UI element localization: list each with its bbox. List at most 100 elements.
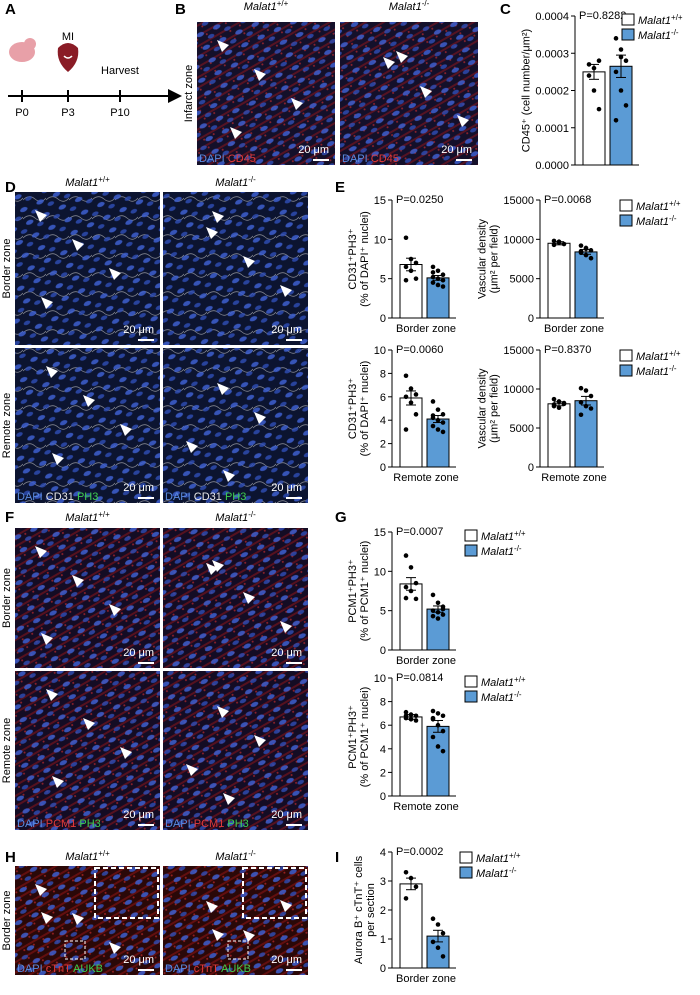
y-tick-label: 5 bbox=[380, 274, 386, 286]
stain: CD45 bbox=[371, 153, 399, 165]
arrowhead bbox=[41, 297, 53, 309]
arrowhead bbox=[83, 718, 95, 730]
bar bbox=[426, 725, 450, 797]
data-point bbox=[413, 580, 419, 586]
y-tick-label: 0.0002 bbox=[535, 86, 569, 98]
stain: PH3 bbox=[225, 491, 246, 503]
y-tick-label: 5000 bbox=[510, 274, 534, 286]
data-point bbox=[440, 272, 446, 278]
image-nuclei bbox=[15, 192, 160, 345]
image-nuclei bbox=[163, 866, 308, 975]
roi bbox=[64, 940, 86, 960]
data-point bbox=[413, 884, 419, 890]
data-point bbox=[430, 274, 436, 280]
panel-letter: I bbox=[335, 849, 339, 866]
micrograph: 20 μm DAPI PCM1 PH3 bbox=[15, 671, 160, 830]
arrowhead bbox=[254, 412, 266, 424]
y-axis-label: Vascular density bbox=[476, 368, 488, 448]
x-axis-label: Remote zone bbox=[393, 472, 458, 484]
annotation: P=0.0060 bbox=[396, 344, 443, 356]
arrowhead bbox=[254, 69, 266, 81]
arrowhead bbox=[120, 424, 132, 436]
data-point bbox=[430, 939, 436, 945]
data-point bbox=[430, 264, 436, 270]
legend-label: Malat1+/+ bbox=[638, 13, 683, 27]
y-axis-label: (% of PCM1⁺ nuclei) bbox=[359, 541, 371, 642]
arrowhead bbox=[41, 633, 53, 645]
y-axis-label: Aurora B⁺ cTnT⁺ cells bbox=[353, 855, 365, 964]
stain: CD45 bbox=[228, 153, 256, 165]
arrowhead bbox=[243, 592, 255, 604]
stain: PCM1 bbox=[46, 818, 77, 830]
y-tick-label: 10 bbox=[374, 234, 386, 246]
arrowhead bbox=[206, 563, 218, 575]
y-tick-label: 8 bbox=[380, 697, 386, 709]
data-point bbox=[413, 276, 419, 281]
stain: cTnT bbox=[194, 963, 219, 975]
data-point bbox=[556, 399, 562, 404]
stain: DAPI bbox=[199, 153, 225, 165]
data-point bbox=[435, 711, 441, 716]
y-axis-label: (μm² per field) bbox=[488, 225, 500, 294]
panel-letter: F bbox=[5, 509, 14, 526]
panel-letter: E bbox=[335, 179, 345, 196]
bar bbox=[399, 883, 423, 969]
image-nuclei bbox=[15, 671, 160, 830]
row-label: Border zone bbox=[1, 568, 13, 628]
arrowhead bbox=[52, 776, 64, 788]
data-point bbox=[403, 713, 409, 719]
y-axis-label: (μm² per field) bbox=[488, 374, 500, 443]
stain-label: DAPI PCM1 PH3 bbox=[165, 818, 249, 830]
stain: PH3 bbox=[227, 818, 248, 830]
data-point bbox=[403, 709, 409, 715]
y-tick-label: 0.0000 bbox=[535, 160, 569, 172]
bar bbox=[547, 403, 571, 468]
arrowhead bbox=[254, 735, 266, 747]
data-point bbox=[413, 596, 419, 602]
data-point bbox=[578, 385, 584, 391]
stain: CD31 bbox=[46, 491, 74, 503]
data-point bbox=[408, 565, 414, 570]
bar bbox=[399, 583, 423, 651]
column-header: Malat1-/- bbox=[215, 849, 256, 863]
y-tick-label: 15 bbox=[374, 527, 386, 539]
data-point bbox=[591, 65, 597, 71]
data-point bbox=[403, 896, 409, 901]
timeline bbox=[8, 38, 182, 103]
data-point bbox=[403, 277, 409, 283]
data-point bbox=[440, 612, 446, 617]
stain: AUKB bbox=[221, 963, 251, 975]
data-point bbox=[403, 595, 409, 601]
data-point bbox=[413, 260, 419, 266]
data-point bbox=[403, 235, 409, 241]
y-axis-label: PCM1⁺PH3⁺ bbox=[347, 705, 359, 769]
legend-label: Malat1-/- bbox=[481, 690, 522, 704]
data-point bbox=[613, 36, 619, 41]
y-tick-label: 10 bbox=[374, 566, 386, 578]
arrowhead bbox=[243, 930, 255, 942]
data-point bbox=[430, 916, 436, 921]
inset bbox=[94, 867, 159, 919]
stain: DAPI bbox=[165, 963, 191, 975]
data-point bbox=[435, 282, 441, 288]
y-tick-label: 6 bbox=[380, 720, 386, 732]
image-nuclei bbox=[15, 348, 160, 503]
x-axis-label: Remote zone bbox=[541, 472, 606, 484]
legend-swatch bbox=[459, 866, 473, 879]
data-point bbox=[618, 88, 624, 93]
data-point bbox=[435, 427, 441, 432]
data-point bbox=[403, 394, 409, 400]
y-axis-label: CD31⁺PH3⁺ bbox=[347, 378, 359, 439]
stain: DAPI bbox=[17, 818, 43, 830]
arrowhead bbox=[72, 913, 84, 925]
scale-bar-label: 20 μm bbox=[123, 809, 154, 821]
x-axis-label: Border zone bbox=[396, 323, 456, 335]
stain-label: DAPI cTnT AUKB bbox=[165, 963, 251, 975]
arrowhead bbox=[457, 115, 469, 127]
data-point bbox=[435, 276, 441, 281]
y-tick-label: 0 bbox=[380, 963, 386, 975]
y-tick-label: 15000 bbox=[503, 195, 534, 207]
data-point bbox=[618, 54, 624, 60]
data-point bbox=[408, 717, 414, 722]
